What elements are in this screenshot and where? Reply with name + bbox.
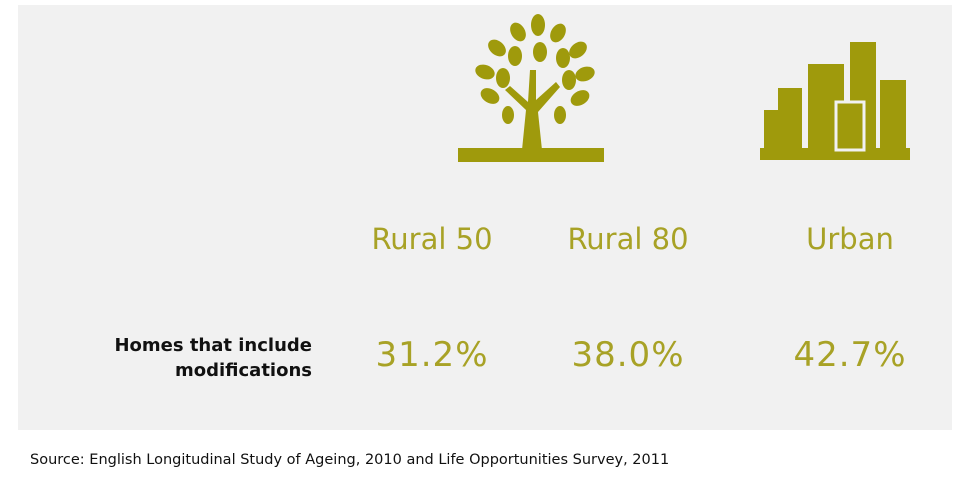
row-label-line: modifications xyxy=(174,360,312,381)
city-icon xyxy=(760,42,910,160)
cell-value: 38.0% xyxy=(571,335,685,375)
column-header: Urban xyxy=(806,222,894,256)
row-label-line: Homes that include xyxy=(114,335,312,356)
cell-value: 31.2% xyxy=(375,335,489,375)
column-header: Rural 80 xyxy=(567,222,689,256)
column-header: Rural 50 xyxy=(371,222,493,256)
source-note: Source: English Longitudinal Study of Ag… xyxy=(30,452,670,468)
tree-icon xyxy=(458,14,604,162)
row-label: Homes that include modifications xyxy=(114,333,312,383)
cell-value: 42.7% xyxy=(793,335,907,375)
